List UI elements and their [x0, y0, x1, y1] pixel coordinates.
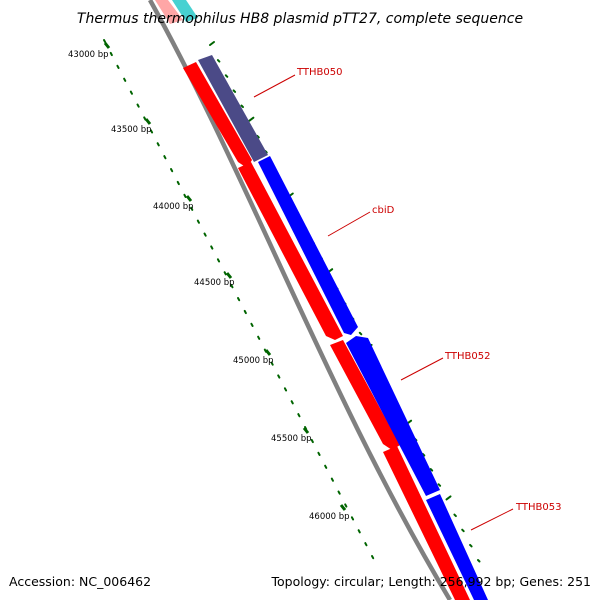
minor-tick: [203, 232, 207, 237]
gene-reverse-4: [383, 446, 470, 600]
minor-tick: [156, 142, 160, 147]
gene-label-leaders: [253, 74, 514, 531]
minor-tick: [283, 387, 288, 392]
minor-tick: [243, 309, 247, 315]
topology-summary: Topology: circular; Length: 256,992 bp; …: [271, 574, 592, 589]
partial-cyan-gene-top: [172, 0, 198, 22]
minor-tick: [149, 129, 154, 134]
major-ticks: [103, 42, 347, 511]
gene-tthb050: [198, 55, 268, 162]
backbone-line: [148, 0, 452, 600]
minor-tick: [163, 155, 167, 160]
minor-tick: [143, 116, 147, 121]
outer-minor-tick: [461, 528, 465, 533]
outer-minor-tick: [216, 59, 221, 63]
gene-tthb052: [346, 336, 440, 496]
minor-tick: [223, 271, 227, 276]
minor-tick: [129, 90, 133, 95]
minor-tick: [170, 168, 174, 173]
major-tick: [185, 195, 193, 202]
minor-tick: [136, 103, 140, 108]
outer-minor-tick: [469, 543, 473, 548]
minor-tick: [196, 219, 200, 224]
outer-minor-tick: [256, 134, 260, 139]
minor-tick: [183, 193, 187, 198]
minor-tick: [250, 322, 254, 327]
minor-tick: [123, 77, 127, 82]
minor-tick: [277, 374, 281, 379]
major-tick: [225, 272, 233, 279]
bp-label-45000: 45000 bp: [233, 356, 274, 366]
minor-tick: [103, 39, 107, 44]
outer-major-tick: [445, 495, 452, 501]
leader-cbid: [327, 211, 371, 237]
gene-label-tthb050: TTHB050: [296, 67, 343, 78]
outer-minor-tick: [437, 483, 442, 487]
minor-tick: [116, 64, 120, 69]
bp-label-46000: 46000 bp: [309, 512, 350, 522]
outer-minor-tick: [477, 559, 481, 563]
minor-tick: [210, 245, 214, 250]
major-tick: [339, 504, 347, 511]
minor-tick: [270, 361, 274, 366]
minor-tick: [310, 438, 314, 444]
gene-features: [155, 0, 488, 600]
minor-tick: [324, 464, 328, 469]
minor-tick: [337, 490, 341, 495]
outer-minor-tick: [453, 513, 457, 518]
major-tick: [144, 118, 152, 125]
gene-reverse-2: [238, 162, 343, 340]
bp-label-45500: 45500 bp: [271, 434, 312, 444]
map-title: Thermus thermophilus HB8 plasmid pTT27, …: [77, 11, 523, 27]
gene-reverse-1: [183, 62, 252, 168]
top-partial-features: [155, 0, 198, 24]
minor-tick: [257, 335, 261, 340]
minor-tick: [350, 516, 355, 521]
minor-tick: [364, 542, 368, 547]
gene-label-cbid: cbiD: [372, 205, 395, 216]
major-tick: [103, 42, 111, 49]
minor-tick: [297, 413, 301, 418]
major-tick: [264, 349, 272, 356]
bp-label-43500: 43500 bp: [111, 125, 152, 135]
gene-cbid: [258, 156, 358, 335]
gene-labels: TTHB050 cbiD TTHB052 TTHB053: [296, 67, 562, 513]
accession-text: Accession: NC_006462: [9, 574, 151, 589]
major-tick: [302, 427, 310, 434]
minor-tick: [344, 503, 348, 508]
outer-minor-tick: [240, 104, 244, 109]
leader-tthb052: [400, 357, 444, 381]
outer-major-tick: [209, 41, 215, 46]
gene-tthb053: [426, 494, 488, 600]
gene-label-tthb053: TTHB053: [515, 502, 562, 513]
outer-minor-tick: [429, 468, 434, 472]
leader-tthb053: [470, 508, 514, 531]
minor-tick: [290, 400, 294, 405]
backbone: [148, 0, 452, 600]
minor-tick: [216, 258, 221, 263]
bp-label-44000: 44000 bp: [153, 202, 194, 212]
outer-major-tick: [248, 116, 255, 122]
minor-tick: [357, 529, 361, 534]
bp-label-43000: 43000 bp: [68, 50, 109, 60]
outer-minor-tick: [232, 89, 237, 93]
bp-scale-labels: 43000 bp 43500 bp 44000 bp 44500 bp 4500…: [68, 50, 350, 522]
partial-red-gene-top: [155, 0, 183, 24]
leader-tthb050: [253, 74, 296, 98]
minor-tick: [190, 206, 194, 211]
minor-tick: [176, 180, 180, 186]
minor-tick: [230, 284, 234, 289]
minor-tick: [317, 451, 321, 456]
gene-label-tthb052: TTHB052: [444, 351, 491, 362]
minor-tick: [330, 477, 334, 482]
minor-tick: [109, 51, 113, 57]
gene-reverse-3: [330, 340, 400, 450]
outer-minor-tick: [224, 74, 229, 78]
minor-tick: [371, 555, 375, 560]
outer-minor-tick: [358, 331, 363, 336]
bp-label-44500: 44500 bp: [194, 278, 235, 288]
minor-tick: [237, 297, 241, 302]
